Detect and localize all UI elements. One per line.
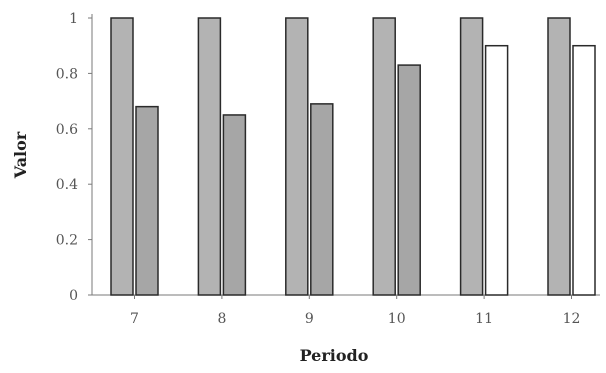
bar bbox=[285, 17, 309, 296]
x-tick-label: 9 bbox=[305, 311, 314, 327]
bar bbox=[397, 64, 421, 296]
y-tick-label: 0.4 bbox=[56, 177, 78, 193]
y-tick-label: 0.2 bbox=[56, 233, 78, 249]
y-tick-label: 0 bbox=[69, 288, 78, 304]
x-tick-labels: 7 8 9 10 11 12 bbox=[130, 311, 580, 327]
y-axis-title: Valor bbox=[11, 131, 30, 179]
x-tick-label: 10 bbox=[388, 311, 406, 327]
y-tick-label: 1 bbox=[69, 11, 78, 27]
bars bbox=[110, 17, 596, 296]
bar bbox=[110, 17, 134, 296]
y-tick-label: 0.8 bbox=[56, 66, 78, 82]
bar bbox=[222, 114, 247, 296]
x-tick-label: 11 bbox=[475, 311, 493, 327]
x-tick-label: 12 bbox=[563, 311, 581, 327]
x-axis-title: Periodo bbox=[300, 346, 369, 365]
bar bbox=[547, 17, 571, 296]
y-tick-labels: 0 0.2 0.4 0.6 0.8 1 bbox=[56, 11, 78, 304]
x-tick-label: 8 bbox=[217, 311, 226, 327]
bar bbox=[459, 17, 484, 296]
bar bbox=[572, 44, 596, 296]
y-tick-label: 0.6 bbox=[56, 122, 78, 138]
bar bbox=[135, 105, 159, 296]
x-tick-label: 7 bbox=[130, 311, 139, 327]
axes bbox=[88, 14, 600, 299]
bar bbox=[197, 17, 222, 296]
bar bbox=[372, 17, 396, 296]
bar bbox=[310, 103, 334, 296]
bar bbox=[484, 44, 509, 296]
